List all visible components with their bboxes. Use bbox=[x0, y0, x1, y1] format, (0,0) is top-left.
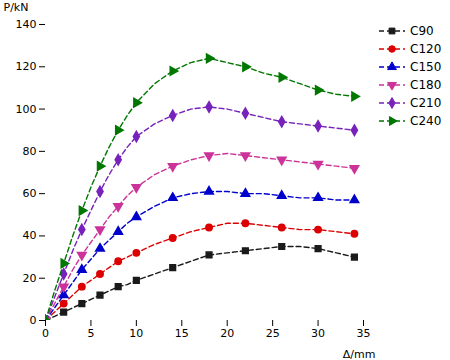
svg-text:0: 0 bbox=[30, 314, 37, 327]
svg-text:0: 0 bbox=[42, 327, 49, 340]
svg-text:5: 5 bbox=[87, 327, 94, 340]
svg-text:35: 35 bbox=[357, 327, 371, 340]
svg-text:40: 40 bbox=[23, 229, 37, 242]
html-text:C210: C210 bbox=[410, 96, 442, 110]
svg-text:80: 80 bbox=[23, 145, 37, 158]
svg-text:10: 10 bbox=[129, 327, 143, 340]
svg-text:25: 25 bbox=[266, 327, 280, 340]
html-text:C240: C240 bbox=[410, 114, 442, 128]
html-text:C90: C90 bbox=[410, 24, 434, 38]
svg-text:60: 60 bbox=[23, 187, 37, 200]
svg-text:20: 20 bbox=[220, 327, 234, 340]
svg-text:20: 20 bbox=[23, 272, 37, 285]
svg-text:120: 120 bbox=[16, 60, 37, 73]
svg-text:P/kN: P/kN bbox=[4, 1, 29, 14]
svg-text:140: 140 bbox=[16, 18, 37, 31]
svg-text:Δ/mm: Δ/mm bbox=[343, 348, 376, 360]
svg-text:100: 100 bbox=[16, 103, 37, 116]
svg-text:30: 30 bbox=[311, 327, 325, 340]
html-text:C180: C180 bbox=[410, 78, 442, 92]
html-text:C150: C150 bbox=[410, 60, 442, 74]
svg-text:15: 15 bbox=[175, 327, 189, 340]
html-text:C120: C120 bbox=[410, 42, 442, 56]
